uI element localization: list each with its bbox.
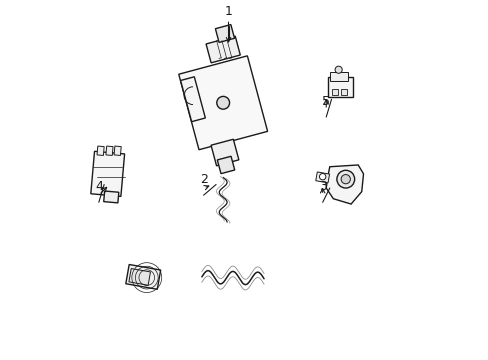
- Circle shape: [336, 170, 354, 188]
- Text: 1: 1: [224, 5, 232, 18]
- Polygon shape: [97, 146, 104, 156]
- Text: 5: 5: [322, 95, 329, 108]
- Text: 4: 4: [95, 180, 102, 193]
- Polygon shape: [106, 146, 113, 156]
- Text: 3: 3: [318, 180, 326, 193]
- Polygon shape: [332, 89, 337, 95]
- Circle shape: [341, 175, 350, 184]
- Circle shape: [334, 66, 342, 73]
- Polygon shape: [180, 77, 205, 122]
- Polygon shape: [341, 89, 346, 95]
- Polygon shape: [91, 151, 124, 197]
- Polygon shape: [215, 24, 234, 42]
- Polygon shape: [103, 191, 119, 203]
- Polygon shape: [211, 139, 238, 166]
- Polygon shape: [217, 156, 234, 174]
- Polygon shape: [179, 56, 267, 150]
- Polygon shape: [129, 269, 150, 285]
- Text: 2: 2: [199, 173, 207, 186]
- Polygon shape: [125, 265, 161, 289]
- Polygon shape: [329, 72, 347, 81]
- Polygon shape: [205, 36, 240, 63]
- Polygon shape: [327, 77, 352, 96]
- Circle shape: [216, 96, 229, 109]
- Polygon shape: [325, 165, 363, 204]
- Polygon shape: [114, 146, 121, 156]
- Polygon shape: [315, 172, 329, 183]
- Circle shape: [319, 174, 325, 180]
